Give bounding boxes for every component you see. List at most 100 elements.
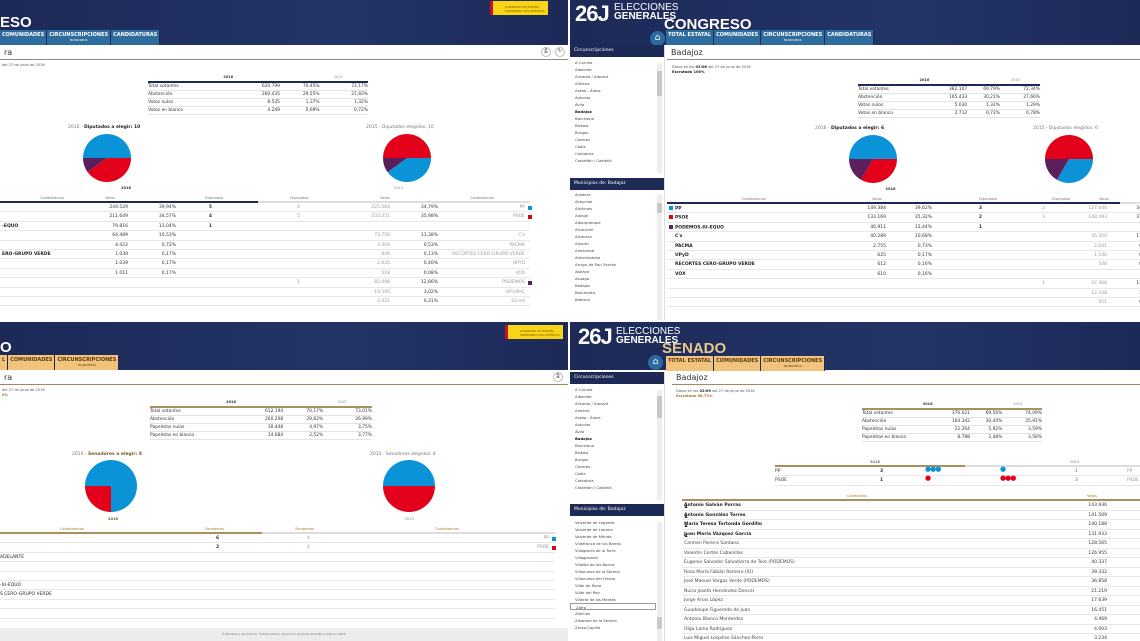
sidebar-list-item[interactable]: Almería [575,408,590,413]
sidebar-list-item[interactable]: Alconera [575,234,592,239]
sidebar-list-item[interactable]: Cantabria [575,478,594,483]
sidebar-list-item[interactable]: Badajoz [575,436,592,441]
sidebar-list-item[interactable]: Almendralejo [575,255,601,260]
candidate-votes: 36.858 [1091,579,1107,584]
cell: 4 [208,214,212,220]
sidebar-list-item[interactable]: Cáceres [575,464,591,469]
nav-tab[interactable]: COMUNIDADES [714,30,762,45]
sidebar-list-item[interactable]: Cádiz [575,471,586,476]
nav-tab[interactable]: CANDIDATURAS [825,30,875,45]
nav-tab[interactable]: COMUNIDADES [8,355,56,370]
sidebar-list-item[interactable]: Zarza-Capilla [575,625,601,630]
sidebar-list-item[interactable]: Bizkaia [575,450,589,455]
home-icon[interactable]: ⌂ [648,355,663,370]
sidebar-list-item[interactable]: Villar de Rena [575,583,602,588]
column-header: Candidaturas [435,527,459,531]
scrollbar[interactable] [657,63,662,173]
party-color-square [552,546,556,551]
nav-tab[interactable]: COMUNIDADES [0,30,48,45]
sidebar-list-item[interactable]: Araba - Álava [575,415,601,420]
stats-cell: Papeletas en blanco [150,433,195,438]
sidebar-list-item[interactable]: Villarta de los Montes [575,597,616,602]
sidebar-list-item[interactable]: Burgos [575,130,589,135]
sidebar-list-item[interactable]: Villanueva del Fresno [575,576,616,581]
nav-tab[interactable]: CIRCUNSCRIPCIONES MUNICIPIOS [47,30,112,45]
sidebar-list-item[interactable]: Asturias [575,95,591,100]
print-button[interactable]: ⎙ [553,372,563,382]
sidebar-list-item[interactable]: Azuaga [575,276,590,281]
sidebar-list-item[interactable]: Albacete [575,394,592,399]
sidebar-list-item[interactable]: Albacete [575,67,592,72]
nav-tab[interactable]: TOTAL ESTATAL [666,30,715,45]
sidebar-list-item[interactable]: Asturias [575,422,591,427]
sidebar-list-item[interactable]: Ávila [575,429,585,434]
scrollbar[interactable] [657,195,662,320]
underline-2015 [965,465,1140,467]
home-icon[interactable]: ⌂ [650,31,665,46]
print-button[interactable]: ⎙ [541,47,551,57]
pie-slice-psoe [87,158,131,182]
sidebar-list-item[interactable]: Castellón / Castelló [575,485,612,490]
sidebar-list-item[interactable]: Araba - Álava [575,88,601,93]
nav-tab[interactable]: CIRCUNSCRIPCIONES MUNICIPIOS [761,30,826,45]
sidebar-list-item[interactable]: Alicante / Alacant [575,401,609,406]
sidebar-list-item[interactable]: Atalaya [575,269,590,274]
sidebar-list-item[interactable]: Villagonzalo [575,555,598,560]
sidebar-list-item[interactable]: Cantabria [575,151,594,156]
nav-tab[interactable]: COMUNIDADES [714,356,762,371]
sidebar-list-item[interactable]: Valverde de Llerena [575,527,613,532]
sidebar-list-item[interactable]: Villafranca de los Barros [575,541,621,546]
sidebar-list-item[interactable]: Almendral [575,248,595,253]
sidebar-list-item[interactable]: Almería [575,81,590,86]
pie-chart-2015 [1045,135,1093,183]
sidebar-list-item[interactable]: Villanueva de la Serena [575,569,620,574]
candidate-name: Valentín Cortés Cabanillas [684,550,743,556]
sidebar-list-item[interactable]: Valverde de Mérida [575,534,612,539]
sidebar-list-item[interactable]: Villalba de los Barros [575,562,615,567]
scrollbar[interactable] [657,522,662,641]
sidebar-list-item[interactable]: Barcelona [575,443,594,448]
sidebar-list-item[interactable]: Villar del Rey [575,590,600,595]
sidebar-list-item[interactable]: Zalamea de la Serena [575,618,617,623]
sidebar-list-item[interactable]: Alange [575,213,589,218]
stats-cell: 3,59% [1028,427,1042,432]
candidate-name: Eugenio Salvador Salvatierra de Toro (PO… [684,560,795,565]
cell-2015: 225.564 [371,205,390,210]
sidebar-list-item[interactable]: Ahillones [575,206,593,211]
sidebar-list-item[interactable]: Badajoz [575,283,591,288]
sidebar-list-item[interactable]: A Coruña [575,387,593,392]
sidebar-list-item[interactable]: Bizkaia [575,123,589,128]
sidebar-list-item[interactable]: Ávila [575,102,585,107]
sidebar-list-item[interactable]: Zahínos [575,611,591,616]
sidebar-list-item[interactable]: Villagarcía de la Torre [575,548,616,553]
stats-row: Votos nulos 5.030 1,32% 1,29% [858,102,1040,110]
sidebar-list-item[interactable]: Alburquerque [575,220,601,225]
nav-tab[interactable]: TOTAL ESTATAL [666,356,715,371]
sidebar-list-item[interactable]: Alconchel [575,227,594,232]
stats-row: Votos nulos 8.535 1,37% 1,32% [148,99,368,107]
pie-chart-2016 [85,460,137,512]
cell-2015: 34 [1136,206,1140,211]
sidebar-list-item[interactable]: Zafra [570,603,656,610]
sidebar-list-item[interactable]: Arroyo de San Serván [575,262,617,267]
sidebar-list-item[interactable]: Valverde de Leganés [575,520,615,525]
nav-tab[interactable]: L [0,355,9,370]
sidebar-list-item[interactable]: Aceuchal [575,199,593,204]
sidebar-list-item[interactable]: Badajoz [575,109,592,114]
sidebar-list-item[interactable]: Barcelona [575,116,594,121]
sidebar-list-item[interactable]: Acedera [575,192,591,197]
sidebar-list-item[interactable]: Castellón / Castelló [575,158,612,163]
nav-tab[interactable]: CIRCUNSCRIPCIONES MUNICIPIOS [55,355,120,370]
sidebar-list-item[interactable]: Cádiz [575,144,586,149]
sidebar-list-item[interactable]: Baterno [575,297,590,302]
sidebar-list-item[interactable]: Burgos [575,457,589,462]
sidebar-list-item[interactable]: Barcarrota [575,290,595,295]
sidebar-list-item[interactable]: A Coruña [575,60,593,65]
nav-tab[interactable]: CANDIDATURAS [111,30,161,45]
sidebar-list-item[interactable]: Aljucén [575,241,589,246]
refresh-button[interactable]: ↻ [555,47,565,57]
scrollbar[interactable] [657,390,662,500]
nav-tab[interactable]: CIRCUNSCRIPCIONES MUNICIPIOS [761,356,826,371]
sidebar-list-item[interactable]: Cáceres [575,137,591,142]
sidebar-list-item[interactable]: Alicante / Alacant [575,74,609,79]
